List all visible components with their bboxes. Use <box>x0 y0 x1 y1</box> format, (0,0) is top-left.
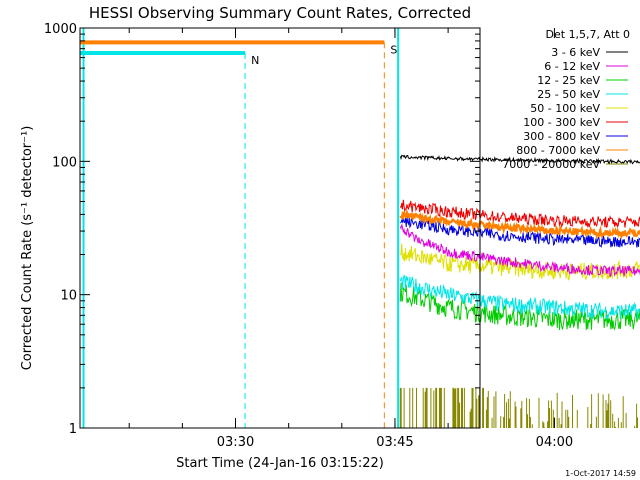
marker-label: S <box>390 43 397 56</box>
footer-date: 1-Oct-2017 14:59 <box>565 469 636 478</box>
legend-entry-label: 800 - 7000 keV <box>516 144 600 157</box>
series-3-6kev-line <box>399 154 640 165</box>
series-50-100kev-line <box>399 243 640 281</box>
marker-label: N <box>251 54 259 67</box>
chart-title: HESSI Observing Summary Count Rates, Cor… <box>89 4 471 22</box>
plot-frame <box>79 27 481 429</box>
legend-entry-label: 50 - 100 keV <box>530 102 600 115</box>
legend-entry-label: 100 - 300 keV <box>523 116 600 129</box>
y-tick-label: 10 <box>60 289 77 304</box>
legend-entry-label: 25 - 50 keV <box>537 88 600 101</box>
legend-entry-label: 12 - 25 keV <box>537 74 600 87</box>
series-100-300kev-line <box>399 199 640 229</box>
series-6-12kev-line <box>399 224 640 278</box>
y-tick-label: 1000 <box>44 22 77 37</box>
x-tick-label: 03:30 <box>217 435 254 450</box>
y-axis-label: Corrected Count Rate (s⁻¹ detector⁻¹) <box>20 126 35 371</box>
y-tick-label: 1 <box>69 422 77 437</box>
legend-entry-label: 6 - 12 keV <box>544 60 600 73</box>
plot-area: NSF <box>80 28 640 428</box>
series-12-25kev-line <box>399 282 640 331</box>
legend-title: Det 1,5,7, Att 0 <box>546 28 630 41</box>
x-tick-label: 03:45 <box>376 435 413 450</box>
series-300-800kev-line <box>400 216 640 248</box>
y-axis: 1 10 100 1000 <box>44 22 480 437</box>
series-800-7000kev-line <box>399 208 640 240</box>
legend-entry-label: 3 - 6 keV <box>551 46 600 59</box>
x-tick-label: 04:00 <box>536 435 573 450</box>
series-25-50kev-line <box>399 274 640 320</box>
legend-entry-label: 300 - 800 keV <box>523 130 600 143</box>
series-7000-20000kev-line <box>399 387 638 428</box>
x-axis-label: Start Time (24-Jan-16 03:15:22) <box>176 456 384 471</box>
y-tick-label: 100 <box>52 155 77 170</box>
legend-entry-label: 7000 - 20000 keV <box>502 158 600 171</box>
